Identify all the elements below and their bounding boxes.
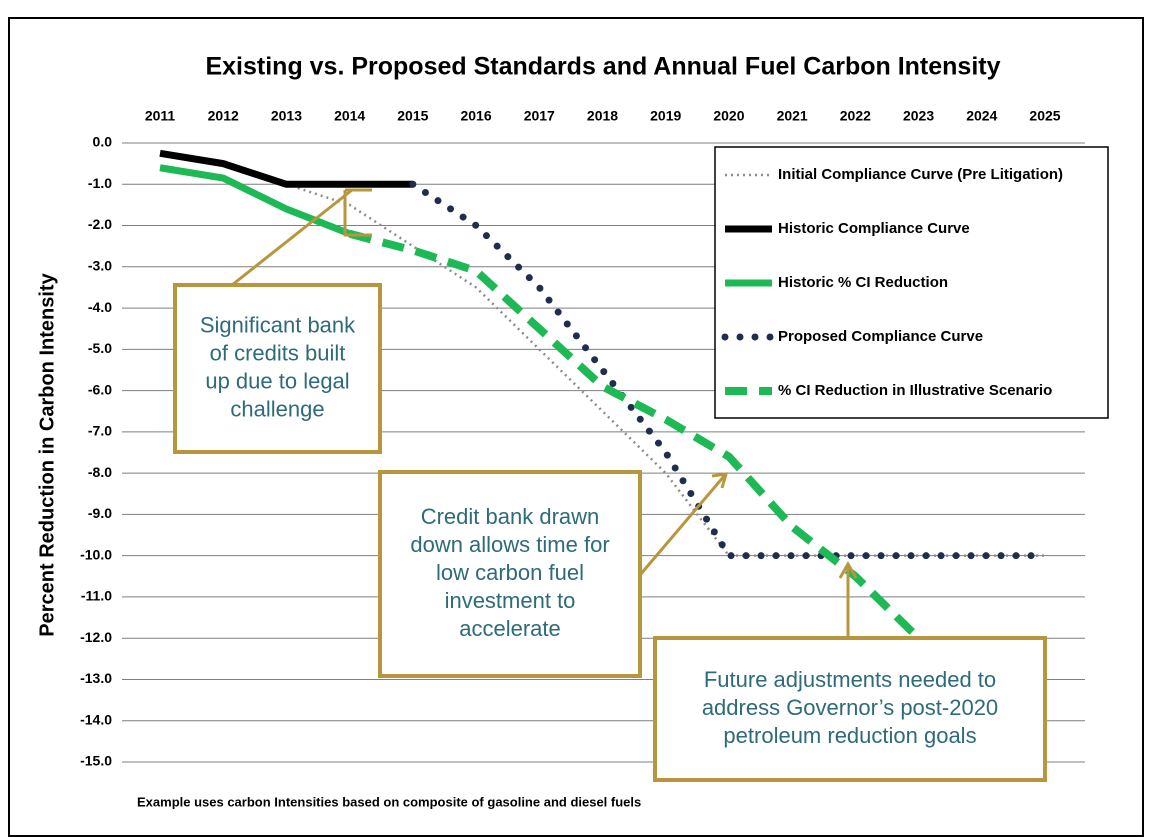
annotation-text: up due to legal [205,368,349,393]
series-line [159,164,351,238]
annotation-text: Significant bank [200,312,356,337]
annotation-text: accelerate [459,616,561,641]
annotation-text: investment to [445,588,576,613]
y-tick-label: -5.0 [88,340,112,356]
x-tick-label: 2016 [460,108,491,124]
frame [8,17,1144,837]
annotation-box [173,283,382,454]
y-tick-label: -2.0 [88,216,112,232]
legend-label: Initial Compliance Curve (Pre Litigation… [778,166,1063,183]
annotation-text: address Governor’s post-2020 [702,695,998,720]
annotation-text: of credits built [210,340,346,365]
y-tick-label: -14.0 [80,711,112,727]
x-tick-label: 2019 [650,108,681,124]
x-tick-label: 2015 [397,108,428,124]
y-tick-label: -4.0 [88,299,112,315]
y-tick-label: -9.0 [88,505,112,521]
legend-label: Proposed Compliance Curve [778,328,983,345]
annotation-arrow [231,188,372,287]
annotation-text: low carbon fuel [436,560,584,585]
annotation-box [378,470,642,678]
series-line [159,149,413,188]
x-tick-label: 2025 [1029,108,1060,124]
y-tick-label: -12.0 [80,629,112,645]
x-tick-label: 2012 [208,108,239,124]
annotation-text: Future adjustments needed to [704,667,996,692]
legend-box [714,146,1109,419]
y-tick-label: -6.0 [88,381,112,397]
annotation-arrow [638,472,729,576]
y-tick-label: -1.0 [88,175,112,191]
y-tick-label: -11.0 [81,588,112,604]
x-tick-label: 2014 [334,108,365,124]
annotation-text: challenge [230,396,324,421]
x-tick-label: 2018 [587,108,618,124]
y-tick-label: -8.0 [88,464,112,480]
x-tick-label: 2023 [903,108,934,124]
y-tick-label: -15.0 [80,753,112,769]
chart-title: Existing vs. Proposed Standards and Annu… [205,53,1000,81]
x-tick-label: 2024 [966,108,997,124]
annotation-text: Credit bank drawn [421,504,600,529]
y-tick-label: -13.0 [80,670,112,686]
legend-label: % CI Reduction in Illustrative Scenario [778,382,1052,399]
x-tick-label: 2017 [524,108,555,124]
series-line [409,180,1049,560]
annotation-text: petroleum reduction goals [723,723,976,748]
x-tick-label: 2022 [840,108,871,124]
y-tick-label: 0.0 [93,134,113,150]
x-tick-label: 2011 [145,108,176,124]
y-tick-label: -10.0 [80,546,112,562]
annotation-arrow [838,560,858,638]
annotation-box [653,636,1047,782]
x-tick-label: 2021 [777,108,808,124]
footnote: Example uses carbon Intensities based on… [137,794,641,809]
y-tick-label: -3.0 [88,258,112,274]
x-tick-label: 2013 [271,108,302,124]
legend-label: Historic Compliance Curve [778,220,970,237]
x-tick-label: 2020 [713,108,744,124]
legend-label: Historic % CI Reduction [778,274,948,291]
annotation-text: down allows time for [410,532,609,557]
y-axis-label: Percent Reduction in Carbon Intensity [36,272,58,636]
y-tick-label: -7.0 [88,423,112,439]
